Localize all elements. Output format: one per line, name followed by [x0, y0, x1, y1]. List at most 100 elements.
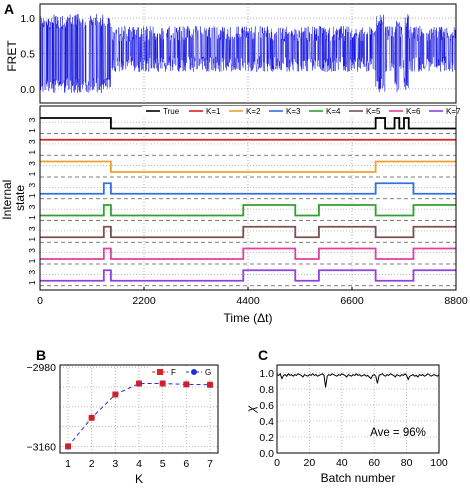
state-legend-label: K=1 — [206, 107, 221, 116]
state-y-tick-label: 3 — [27, 161, 37, 166]
state-legend-label: K=2 — [246, 107, 261, 116]
state-legend-box — [142, 106, 456, 116]
c-x-tick-label: 0 — [274, 457, 280, 469]
fret-y-ticks: 1.0 0.5 0.0 — [20, 13, 35, 96]
state-y-tick-label: 3 — [27, 183, 37, 188]
state-series-k6 — [40, 247, 456, 260]
state-series-k4 — [40, 204, 456, 217]
c-y-tick-label: 0.2 — [259, 432, 274, 444]
b-legend-g-marker — [191, 369, 197, 375]
state-x-tick-label: 8800 — [444, 295, 468, 307]
c-chi-series — [276, 372, 440, 388]
b-x-tick-label: 5 — [160, 458, 166, 470]
state-series-k2 — [40, 160, 456, 173]
b-series — [65, 380, 213, 450]
state-x-axis-label: Time (Δt) — [224, 311, 273, 325]
state-legend-label: K=4 — [326, 107, 341, 116]
b-ticks: 1 2 3 4 5 6 7 −2980 −3160 — [27, 362, 214, 470]
b-x-tick-label: 3 — [112, 458, 118, 470]
state-y-label-line2: state — [13, 185, 27, 211]
b-legend-f-marker — [157, 369, 163, 375]
c-y-axis-label: χ — [244, 405, 258, 413]
state-y-tick-label: 1 — [27, 171, 37, 176]
state-y-tick-label: 1 — [27, 237, 37, 242]
b-point-f — [112, 391, 119, 398]
state-y-tick-label: 1 — [27, 150, 37, 155]
state-series-k7 — [40, 269, 456, 282]
state-series-k3 — [40, 182, 456, 195]
state-legend-label: K=6 — [406, 107, 421, 116]
b-x-tick-label: 1 — [65, 458, 71, 470]
fret-y-tick-label: 1.0 — [20, 13, 35, 25]
b-x-axis-label: K — [135, 472, 143, 486]
c-y-tick-label: 0.8 — [259, 384, 274, 396]
state-y-tick-label: 1 — [27, 128, 37, 133]
c-y-tick-label: 0.4 — [259, 416, 274, 428]
b-x-tick-label: 2 — [89, 458, 95, 470]
fret-trace-series — [39, 13, 456, 94]
c-annotation: Ave = 96% — [370, 427, 426, 439]
b-y-tick-label: −3160 — [27, 441, 57, 453]
state-series-true — [40, 117, 456, 130]
state-y-tick-label: 3 — [27, 270, 37, 275]
b-point-f — [183, 381, 190, 388]
fret-panel: 1.0 0.5 0.0 FRET — [5, 3, 457, 104]
state-panel: 1 3 1 3 1 3 1 3 1 3 1 3 1 3 1 3 True K=1 K=2 K=3 K=4 K=5 K=6 K… — [0, 105, 468, 325]
c-x-axis-label: Batch number — [321, 471, 396, 485]
panel-c: 0 20 40 60 80 100 0.0 0.2 0.4 0.6 0.8 1.0 Ave = 96%… — [244, 364, 448, 485]
b-point-f — [88, 414, 95, 421]
b-point-f — [65, 443, 71, 450]
c-x-tick-label: 40 — [336, 457, 348, 469]
state-y-tick-label: 1 — [27, 215, 37, 220]
b-legend-box — [150, 366, 217, 378]
c-x-tick-label: 100 — [430, 457, 448, 469]
state-series-k5 — [40, 225, 456, 239]
state-legend-label: K=3 — [286, 107, 301, 116]
b-axes-frame — [59, 364, 219, 454]
panel-label-a: A — [4, 1, 14, 17]
state-y-tick-label: 1 — [27, 280, 37, 285]
state-y-ticks: 1 3 1 3 1 3 1 3 1 3 1 3 1 3 1 3 — [27, 117, 37, 285]
state-x-ticks: 0 2200 4400 6600 8800 — [37, 287, 468, 307]
b-point-f — [136, 380, 142, 387]
state-legend-label: True — [163, 107, 180, 116]
c-y-tick-label: 0.6 — [259, 400, 274, 412]
b-x-tick-label: 6 — [183, 458, 189, 470]
fret-y-tick-label: 0.0 — [20, 84, 35, 96]
state-y-tick-label: 3 — [27, 204, 37, 209]
b-legend-f-label: F — [171, 368, 176, 377]
state-lines — [40, 117, 456, 282]
state-legend: True K=1 K=2 K=3 K=4 K=5 K=6 K=7 — [142, 106, 461, 116]
state-y-tick-label: 3 — [27, 117, 37, 122]
state-legend-label: K=5 — [366, 107, 381, 116]
state-y-tick-label: 3 — [27, 226, 37, 231]
state-x-tick-label: 6600 — [340, 295, 364, 307]
c-x-tick-label: 60 — [368, 457, 380, 469]
state-y-tick-label: 1 — [27, 193, 37, 198]
c-y-tick-label: 1.0 — [259, 368, 274, 380]
fret-y-axis-label: FRET — [5, 40, 19, 72]
state-y-tick-label: 3 — [27, 248, 37, 253]
state-x-tick-label: 4400 — [236, 295, 260, 307]
b-grid — [60, 365, 218, 453]
c-x-tick-label: 20 — [304, 457, 316, 469]
state-y-tick-label: 1 — [27, 258, 37, 263]
b-point-f — [159, 380, 166, 387]
b-point-f — [207, 381, 213, 388]
fret-axes-frame — [39, 3, 457, 104]
fret-y-tick-label: 0.5 — [20, 49, 35, 61]
state-y-axis-label: Internal state — [0, 176, 27, 219]
state-x-tick-label: 2200 — [132, 295, 156, 307]
b-x-tick-label: 7 — [207, 458, 213, 470]
panel-label-b: B — [36, 347, 46, 363]
c-x-tick-label: 80 — [401, 457, 413, 469]
state-y-label-line1: Internal — [0, 180, 14, 220]
state-y-tick-label: 3 — [27, 139, 37, 144]
c-y-tick-label: 0.0 — [259, 448, 274, 460]
panel-label-c: C — [258, 347, 268, 363]
c-ticks: 0 20 40 60 80 100 0.0 0.2 0.4 0.6 0.8 1.0 — [259, 368, 448, 469]
state-x-tick-label: 0 — [37, 295, 43, 307]
